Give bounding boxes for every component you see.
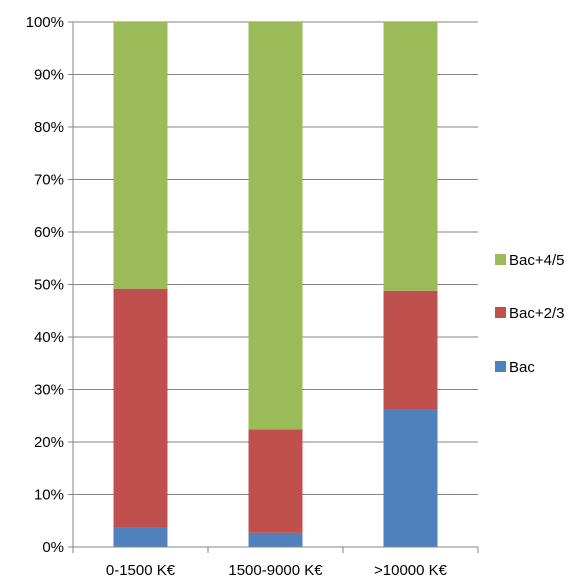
bar-segment-bac-4-5 bbox=[113, 22, 168, 289]
y-tick-label: 80% bbox=[34, 119, 64, 136]
y-tick-label: 70% bbox=[34, 172, 64, 189]
legend-swatch-bac bbox=[495, 361, 506, 372]
y-tick-label: 90% bbox=[34, 67, 64, 84]
bar-segment-bac-2-3 bbox=[383, 290, 438, 410]
bar-segment-bac-2-3 bbox=[113, 288, 168, 528]
axes bbox=[68, 21, 479, 553]
bar-segment-bac bbox=[113, 527, 168, 547]
y-tick-label: 0% bbox=[42, 539, 64, 556]
bar-segment-bac-4-5 bbox=[248, 22, 303, 430]
bar-segment-bac bbox=[383, 409, 438, 547]
y-tick-label: 10% bbox=[34, 487, 64, 504]
y-tick-label: 60% bbox=[34, 224, 64, 241]
y-tick-label: 100% bbox=[26, 14, 64, 31]
legend-swatch-bac-2-3 bbox=[495, 307, 506, 318]
y-tick-label: 30% bbox=[34, 382, 64, 399]
legend-label-bac-4-5: Bac+4/5 bbox=[509, 252, 564, 269]
bars bbox=[113, 22, 438, 547]
x-tick-label: 0-1500 K€ bbox=[106, 562, 176, 579]
bar-segment-bac-4-5 bbox=[383, 22, 438, 291]
legend-label-bac: Bac bbox=[509, 359, 535, 376]
bar-segment-bac-2-3 bbox=[248, 429, 303, 533]
legend-label-bac-2-3: Bac+2/3 bbox=[509, 305, 564, 322]
y-tick-label: 20% bbox=[34, 434, 64, 451]
y-tick-label: 50% bbox=[34, 277, 64, 294]
y-tick-label: 40% bbox=[34, 329, 64, 346]
x-tick-labels: 0-1500 K€ 1500-9000 K€ >10000 K€ bbox=[106, 562, 448, 579]
y-tick-labels: 0% 10% 20% 30% 40% 50% 60% 70% 80% 90% 100% bbox=[26, 14, 64, 556]
legend: Bac+4/5 Bac+2/3 Bac bbox=[495, 252, 564, 376]
x-tick-label: 1500-9000 K€ bbox=[228, 562, 323, 579]
bar-segment-bac bbox=[248, 532, 303, 547]
legend-swatch-bac-4-5 bbox=[495, 254, 506, 265]
x-tick-label: >10000 K€ bbox=[374, 562, 448, 579]
